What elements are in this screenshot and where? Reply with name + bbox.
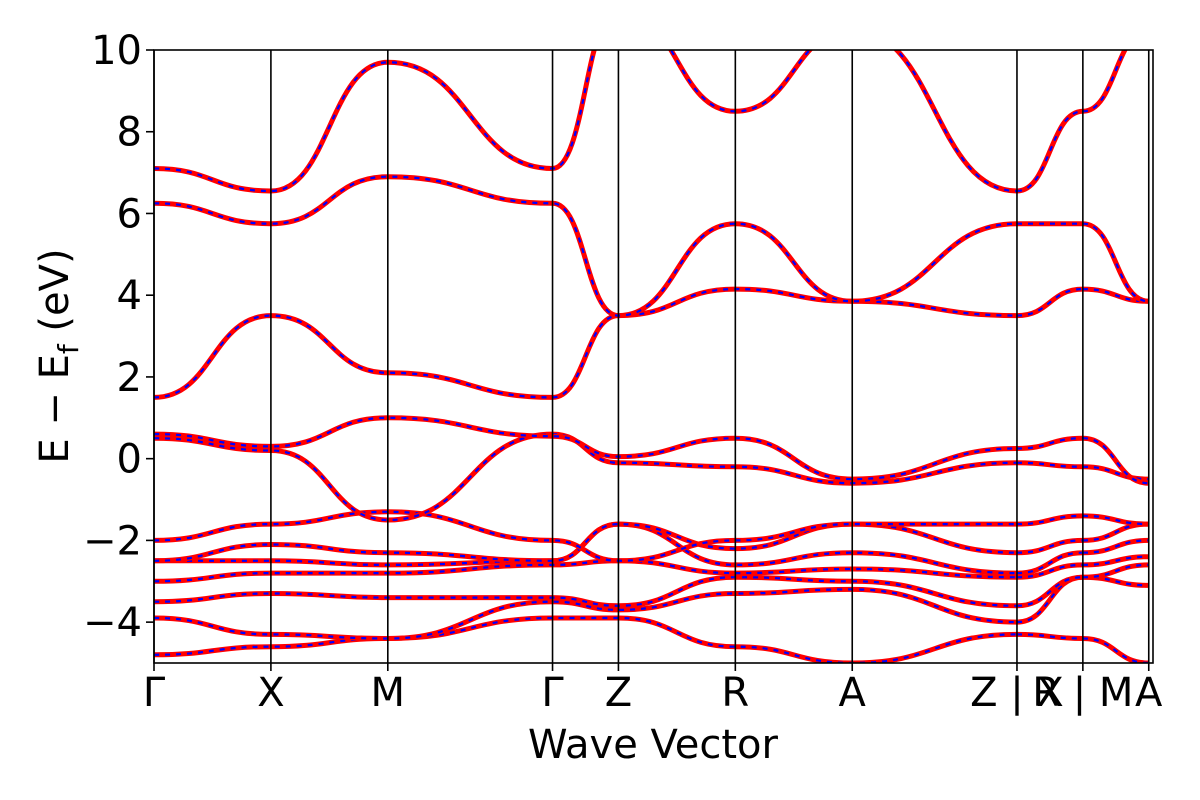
y-axis-label-unit: (eV) xyxy=(32,248,78,344)
x-tick-label: Z xyxy=(605,670,632,716)
band-line-fitted xyxy=(1082,514,1149,526)
band-line-dft xyxy=(1082,435,1149,486)
band-line-fitted xyxy=(1082,563,1149,579)
band-line-fitted xyxy=(1016,633,1083,640)
x-tick-label: M xyxy=(371,670,406,716)
y-axis-ticks: −4 −2 0 2 4 6 8 10 xyxy=(83,28,154,646)
y-tick-label: 4 xyxy=(117,273,142,319)
band-line-fitted xyxy=(1016,551,1083,575)
band-line-fitted xyxy=(154,175,1018,317)
y-tick-label: 2 xyxy=(117,355,142,401)
band-line-fitted xyxy=(1016,288,1083,317)
band-line-fitted xyxy=(1082,576,1149,587)
x-tick-label: R | M xyxy=(1032,670,1133,716)
band-line-fitted xyxy=(1016,563,1083,579)
y-tick-label: 8 xyxy=(117,110,142,156)
band-line-dft xyxy=(1016,108,1084,194)
band-line-fitted xyxy=(1016,539,1083,554)
band-line-fitted xyxy=(154,510,1017,562)
x-axis-label: Wave Vector xyxy=(528,722,779,768)
x-tick-label: A xyxy=(839,670,867,716)
y-axis-label-main: E − E xyxy=(32,354,78,464)
y-tick-label: 0 xyxy=(117,437,142,483)
band-line-fitted xyxy=(1016,514,1083,526)
x-tick-label: R xyxy=(721,670,749,716)
band-line-dft xyxy=(1082,221,1150,304)
band-line-fitted xyxy=(1082,465,1149,481)
band-line-fitted xyxy=(154,50,1018,193)
band-line-fitted xyxy=(1016,576,1083,607)
y-tick-label: −2 xyxy=(83,518,142,564)
band-line-fitted xyxy=(1082,555,1149,566)
band-line-fitted xyxy=(1082,637,1149,663)
y-tick-label: 10 xyxy=(91,28,142,74)
y-tick-label: −4 xyxy=(83,600,142,646)
band-line-fitted xyxy=(1082,50,1127,113)
x-tick-label: Γ xyxy=(143,670,166,716)
x-tick-label: X xyxy=(257,670,284,716)
band-line-fitted xyxy=(1082,539,1149,554)
band-line-fitted xyxy=(1016,461,1083,468)
x-tick-label: Z | X xyxy=(970,670,1064,716)
y-axis-label: E − Ef (eV) xyxy=(32,248,85,463)
band-line-fitted xyxy=(1016,437,1083,450)
band-line-fitted xyxy=(154,416,1018,481)
x-tick-label: A xyxy=(1135,670,1163,716)
y-axis-label-subscript: f xyxy=(52,343,85,354)
x-tick-label: Γ xyxy=(541,670,564,716)
plot-frame xyxy=(153,49,1154,664)
y-tick-label: 6 xyxy=(117,191,142,237)
band-line-fitted xyxy=(154,559,1018,583)
